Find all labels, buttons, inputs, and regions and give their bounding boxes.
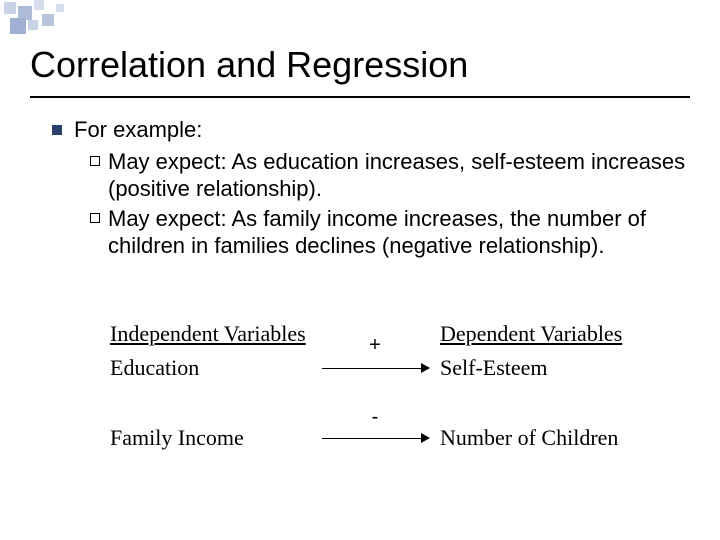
decor-square: [34, 0, 44, 10]
arrow-cell: -: [310, 426, 440, 450]
relation-sign: +: [369, 334, 381, 357]
relation-row: Family Income - Number of Children: [110, 424, 690, 452]
decor-square: [42, 14, 54, 26]
decor-square: [4, 2, 16, 14]
independent-var: Education: [110, 355, 310, 381]
decor-square: [56, 4, 64, 12]
bullet-item: For example:: [52, 116, 690, 144]
sub-bullet-item: May expect: As education increases, self…: [90, 148, 690, 203]
hollow-square-icon: [90, 213, 100, 223]
hollow-square-icon: [90, 156, 100, 166]
sub-bullet-item: May expect: As family income increases, …: [90, 205, 690, 260]
relation-sign: -: [372, 406, 379, 429]
arrow-line-icon: [322, 438, 422, 440]
header-dependent: Dependent Variables: [440, 321, 680, 347]
slide-title: Correlation and Regression: [30, 44, 690, 98]
arrow-cell: +: [310, 356, 440, 380]
sub-bullet-text: May expect: As education increases, self…: [108, 148, 688, 203]
arrow-line-icon: [322, 368, 422, 370]
corner-decoration: [0, 0, 100, 36]
decor-square: [28, 20, 38, 30]
slide-content: Correlation and Regression For example: …: [0, 0, 720, 452]
header-independent: Independent Variables: [110, 321, 310, 347]
dependent-var: Number of Children: [440, 425, 680, 451]
sub-bullet-text: May expect: As family income increases, …: [108, 205, 688, 260]
decor-square: [10, 18, 26, 34]
bullet-text: For example:: [74, 116, 202, 144]
header-row: Independent Variables Dependent Variable…: [110, 320, 690, 348]
variables-diagram: Independent Variables Dependent Variable…: [110, 320, 690, 452]
independent-var: Family Income: [110, 425, 310, 451]
relation-row: Education + Self-Esteem: [110, 354, 690, 382]
arrow-head-icon: [421, 433, 430, 443]
square-bullet-icon: [52, 125, 62, 135]
row-gap: [110, 388, 690, 424]
dependent-var: Self-Esteem: [440, 355, 680, 381]
arrow-head-icon: [421, 363, 430, 373]
